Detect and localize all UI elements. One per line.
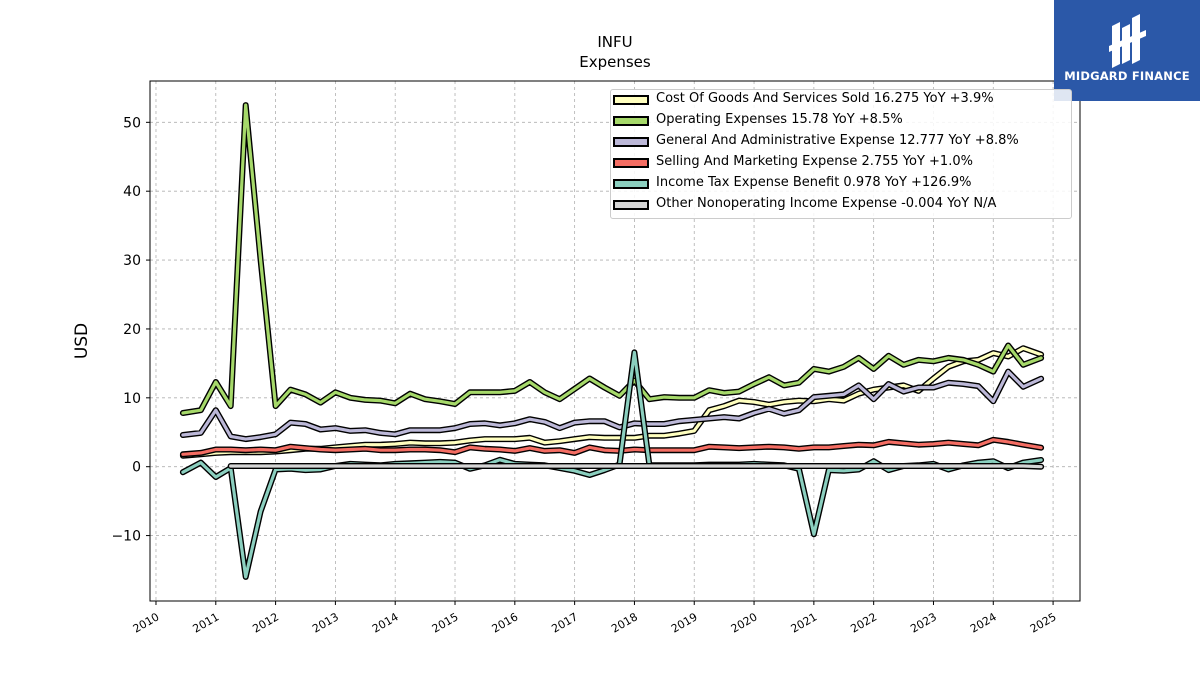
legend-swatch — [613, 95, 649, 105]
brand-logo-mark — [1109, 14, 1146, 68]
y-tick-label: 0 — [132, 460, 141, 476]
x-tick-label: 2023 — [908, 610, 939, 635]
x-tick-label: 2015 — [430, 610, 461, 635]
legend-label: Cost Of Goods And Services Sold 16.275 Y… — [656, 91, 994, 106]
legend-label: Operating Expenses 15.78 YoY +8.5% — [656, 112, 903, 127]
x-tick-label: 2018 — [609, 610, 640, 635]
brand-logo: MIDGARD FINANCE — [1054, 0, 1200, 101]
series-line — [181, 103, 1043, 415]
legend-swatch — [613, 158, 649, 168]
legend-swatch — [613, 200, 649, 210]
legend-swatch — [613, 179, 649, 189]
y-tick-label: 50 — [123, 115, 141, 131]
series-line — [181, 370, 1043, 441]
y-tick-label: 10 — [123, 391, 141, 407]
x-tick-label: 2013 — [310, 610, 341, 635]
legend-label: Other Nonoperating Income Expense -0.004… — [656, 196, 997, 211]
x-tick-label: 2022 — [848, 610, 879, 635]
y-tick-label: 20 — [123, 322, 141, 338]
x-tick-label: 2012 — [250, 610, 281, 635]
chart-subtitle: Expenses — [579, 53, 651, 71]
legend-swatch — [613, 137, 649, 147]
y-tick-label: 40 — [123, 184, 141, 200]
x-tick-label: 2021 — [789, 610, 820, 635]
x-tick-label: 2024 — [968, 610, 999, 635]
x-tick-label: 2017 — [549, 610, 580, 635]
chart-title: INFU — [597, 33, 632, 51]
x-tick-label: 2010 — [131, 610, 162, 635]
series-outline — [179, 368, 1045, 443]
x-tick-label: 2025 — [1028, 610, 1059, 635]
series-line — [181, 438, 1043, 456]
series-line — [229, 464, 1043, 469]
chart-legend: Cost Of Goods And Services Sold 16.275 Y… — [610, 89, 1072, 219]
plot-frame — [149, 80, 1081, 602]
legend-swatch — [613, 116, 649, 126]
x-tick-label: 2020 — [729, 610, 760, 635]
x-tick-label: 2014 — [370, 610, 401, 635]
legend-label: Income Tax Expense Benefit 0.978 YoY +12… — [656, 175, 972, 190]
y-tick-label: −10 — [111, 529, 141, 545]
x-tick-label: 2016 — [490, 610, 521, 635]
brand-name: MIDGARD FINANCE — [1064, 69, 1190, 83]
legend-label: Selling And Marketing Expense 2.755 YoY … — [656, 154, 973, 169]
x-tick-label: 2011 — [191, 610, 222, 635]
y-axis-label: USD — [72, 323, 92, 359]
x-tick-label: 2019 — [669, 610, 700, 635]
y-tick-label: 30 — [123, 253, 141, 269]
legend-label: General And Administrative Expense 12.77… — [656, 133, 1019, 148]
